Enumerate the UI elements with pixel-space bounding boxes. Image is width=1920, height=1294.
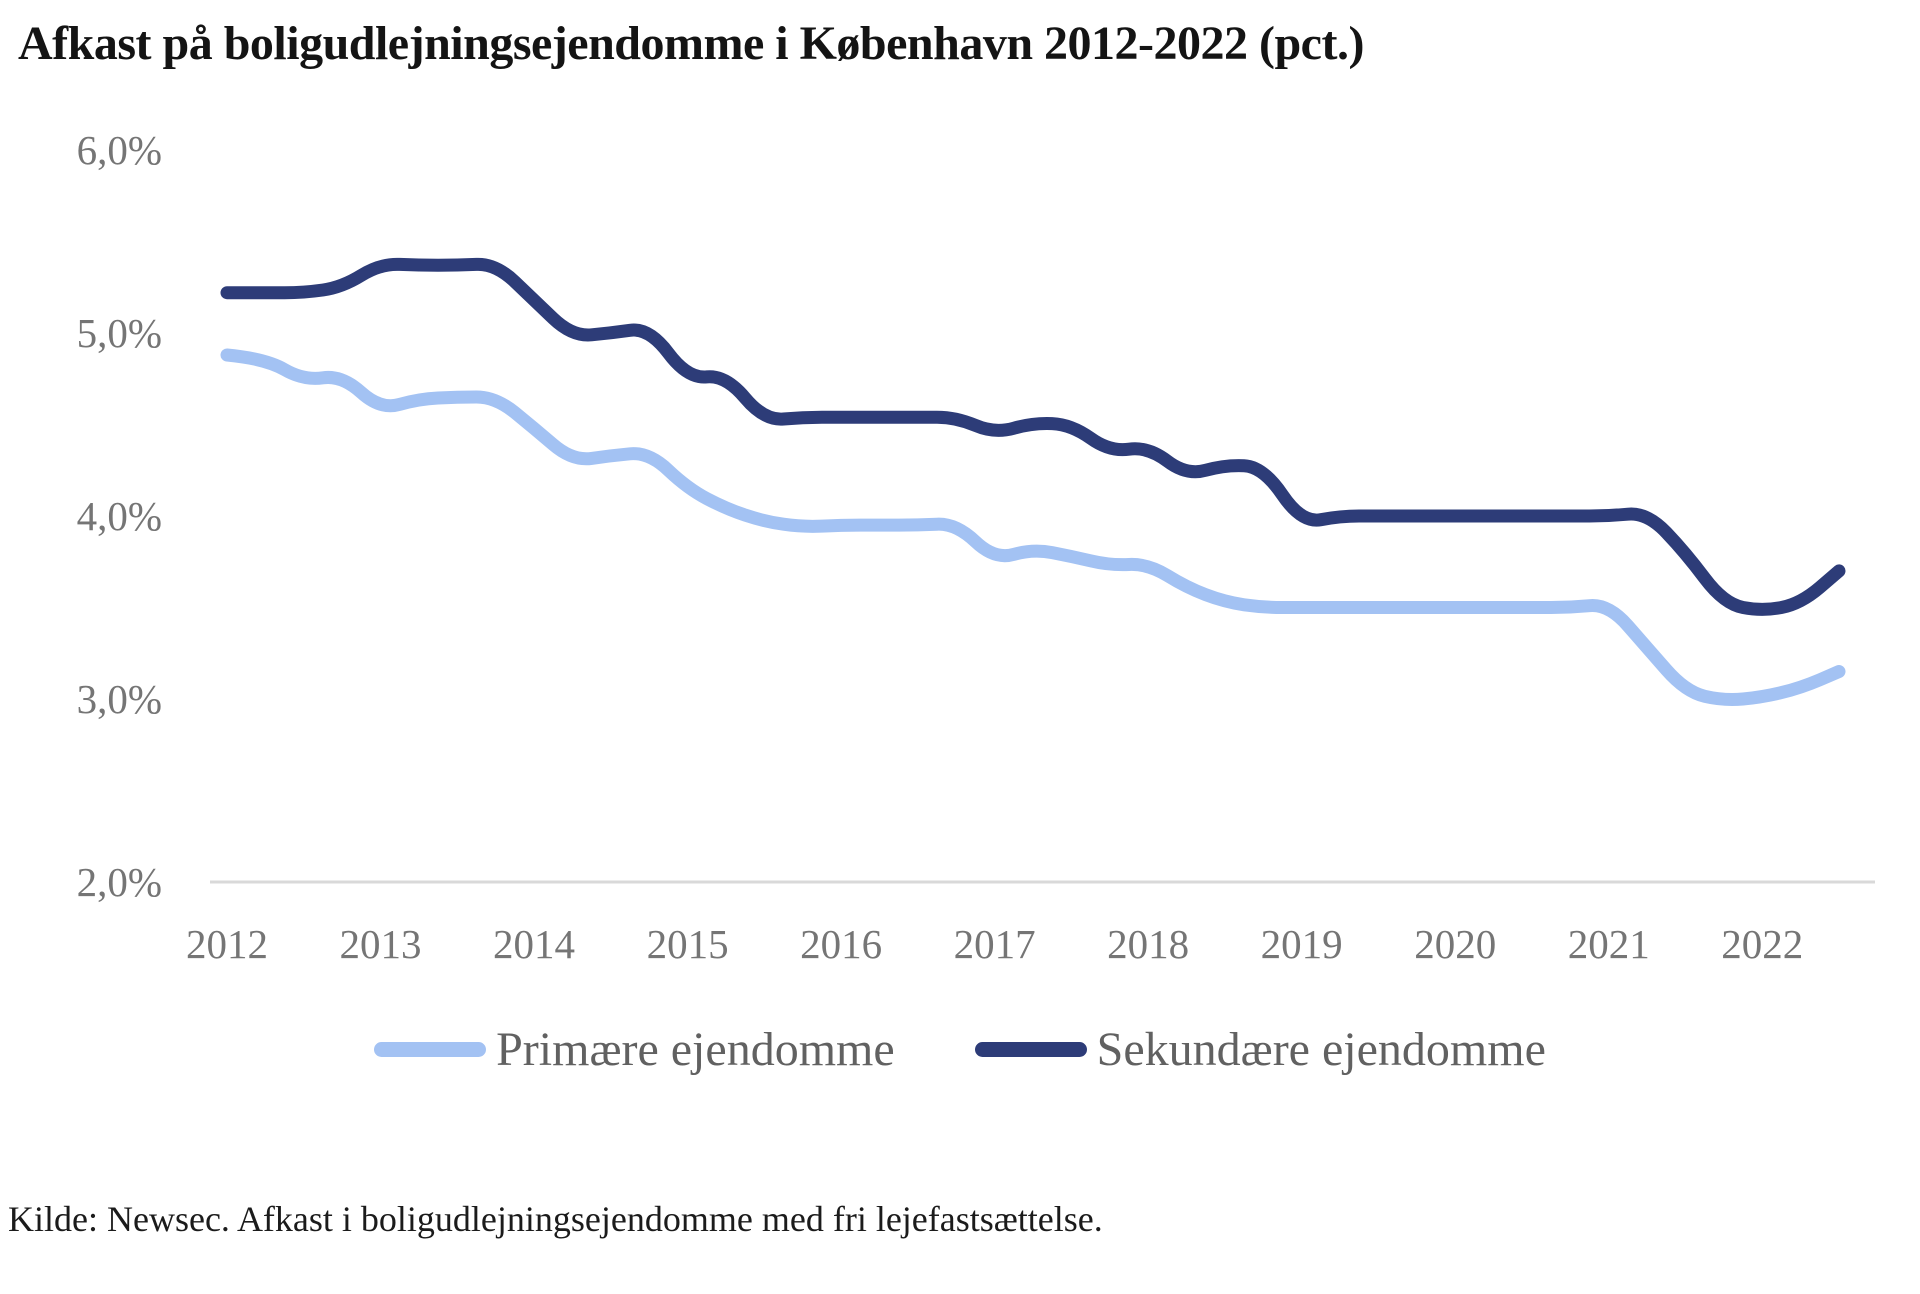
x-tick-label: 2013 <box>340 921 422 967</box>
chart-title: Afkast på boligudlejningsejendomme i Køb… <box>18 17 1364 70</box>
legend-item-primary: Primære ejendomme <box>374 1022 895 1077</box>
secondary-series-label: Sekundære ejendomme <box>1096 1023 1546 1076</box>
x-tick-label: 2020 <box>1414 921 1496 967</box>
secondary-series-swatch <box>974 1042 1087 1057</box>
y-tick-label: 3,0% <box>77 676 162 722</box>
y-tick-label: 2,0% <box>77 859 162 905</box>
x-tick-label: 2021 <box>1568 921 1650 967</box>
secondary-series-line <box>220 257 1846 616</box>
y-tick-label: 6,0% <box>77 127 162 173</box>
x-tick-label: 2012 <box>186 921 268 967</box>
x-tick-label: 2022 <box>1721 921 1803 967</box>
x-tick-label: 2015 <box>647 921 729 967</box>
y-tick-label: 4,0% <box>77 493 162 539</box>
x-tick-label: 2019 <box>1261 921 1343 967</box>
y-tick-label: 5,0% <box>77 310 162 356</box>
source-note: Kilde: Newsec. Afkast i boligudlejningse… <box>8 1199 1103 1239</box>
primary-series-label: Primære ejendomme <box>496 1023 895 1076</box>
primary-series-swatch <box>374 1042 487 1057</box>
x-tick-label: 2018 <box>1107 921 1189 967</box>
legend: Primære ejendomme Sekundære ejendomme <box>0 1022 1920 1077</box>
x-tick-label: 2017 <box>954 921 1036 967</box>
chart-canvas: 6,0% 5,0% 4,0% 3,0% 2,0% 2012 2013 2014 2015 2016… <box>77 127 1875 967</box>
x-tick-label: 2014 <box>493 921 575 967</box>
legend-item-secondary: Sekundære ejendomme <box>974 1022 1546 1077</box>
primary-series-line <box>220 348 1846 707</box>
x-tick-label: 2016 <box>800 921 882 967</box>
